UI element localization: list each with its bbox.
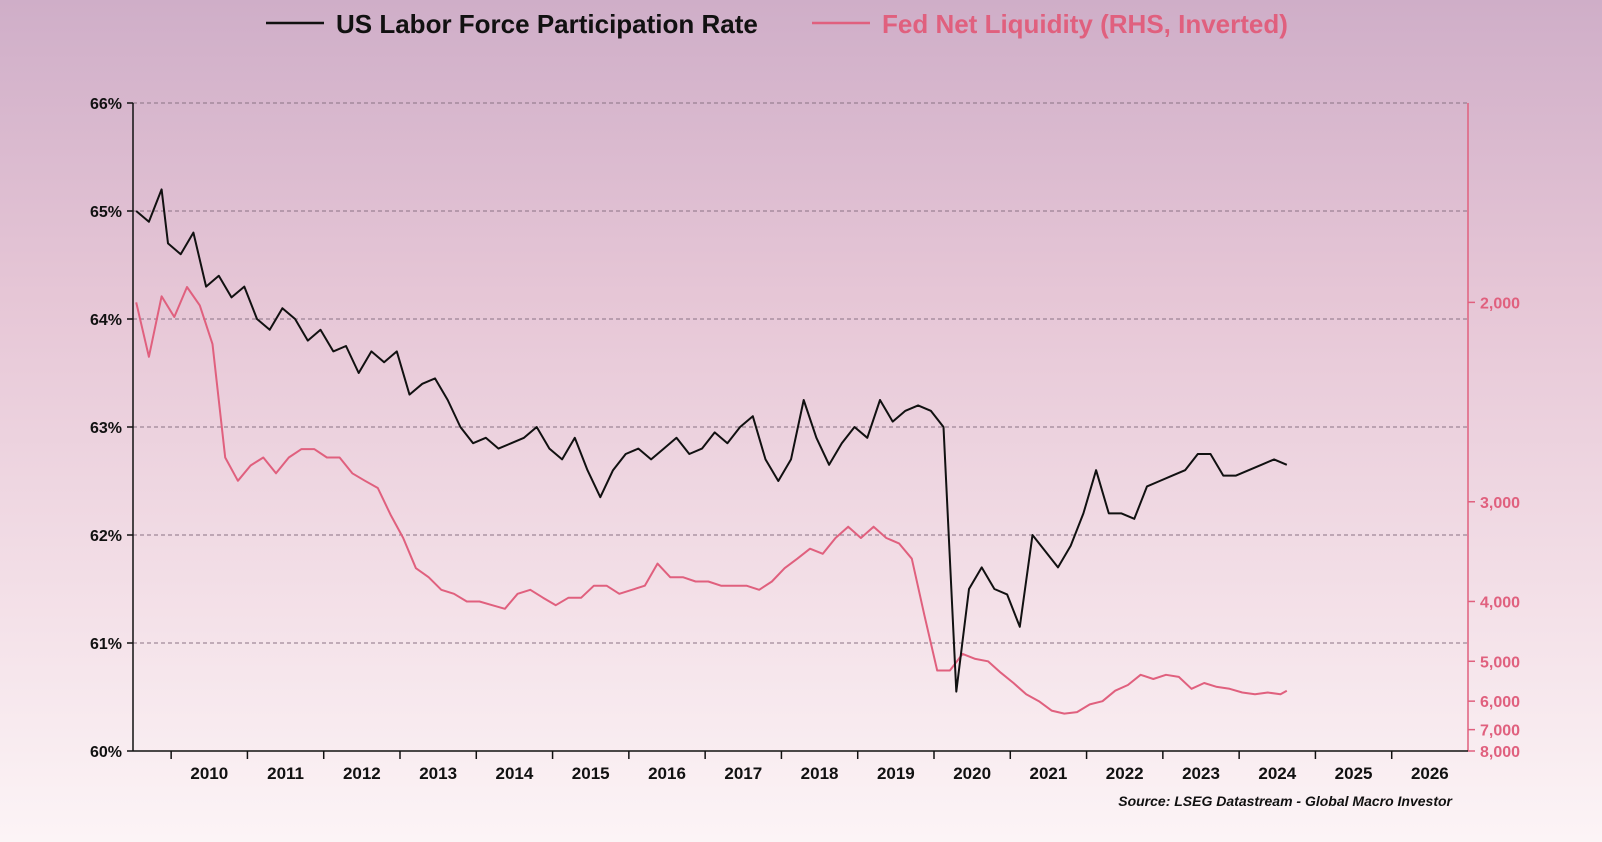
y-left-tick-label: 60% — [90, 744, 122, 761]
legend-label-liquidity: Fed Net Liquidity (RHS, Inverted) — [882, 9, 1288, 39]
x-tick-label: 2022 — [1106, 764, 1144, 783]
y-left-tick-label: 65% — [90, 204, 122, 221]
x-tick-label: 2026 — [1411, 764, 1449, 783]
y-right-tick-label: 2,000 — [1480, 295, 1520, 312]
x-tick-label: 2024 — [1258, 764, 1296, 783]
series-line-lfpr — [135, 188, 1288, 693]
x-tick-label: 2013 — [419, 764, 457, 783]
x-tick-label: 2015 — [572, 764, 610, 783]
y-right-tick-label: 6,000 — [1480, 694, 1520, 711]
y-left-tick-label: 61% — [90, 636, 122, 653]
legend-label-lfpr: US Labor Force Participation Rate — [336, 9, 758, 39]
y-right-tick-label: 5,000 — [1480, 654, 1520, 671]
x-tick-label: 2021 — [1030, 764, 1068, 783]
axes: 60% 61% 62% 63% 64% 65% 66% 2,000 3,000 4,000 5,00… — [90, 96, 1520, 783]
x-tick-label: 2019 — [877, 764, 915, 783]
x-tick-label: 2020 — [953, 764, 991, 783]
x-tick-label: 2011 — [267, 764, 304, 783]
x-tick-label: 2023 — [1182, 764, 1220, 783]
series-lines — [135, 188, 1288, 715]
y-right-tick-label: 3,000 — [1480, 495, 1520, 512]
y-right-tick-label: 8,000 — [1480, 744, 1520, 761]
y-right-tick-label: 7,000 — [1480, 723, 1520, 740]
source-note: Source: LSEG Datastream - Global Macro I… — [1118, 793, 1453, 809]
x-tick-label: 2012 — [343, 764, 381, 783]
x-tick-label: 2025 — [1335, 764, 1373, 783]
series-line-liquidity — [135, 286, 1288, 715]
x-tick-label: 2014 — [496, 764, 534, 783]
y-left-tick-label: 64% — [90, 312, 122, 329]
legend: US Labor Force Participation Rate Fed Ne… — [266, 9, 1288, 39]
y-left-tick-label: 66% — [90, 96, 122, 113]
x-tick-label: 2017 — [724, 764, 762, 783]
y-left-tick-label: 62% — [90, 528, 122, 545]
x-tick-label: 2016 — [648, 764, 686, 783]
x-tick-label: 2018 — [801, 764, 839, 783]
gridlines — [133, 102, 1468, 644]
x-tick-label: 2010 — [190, 764, 228, 783]
y-left-tick-label: 63% — [90, 420, 122, 437]
y-right-tick-label: 4,000 — [1480, 594, 1520, 611]
